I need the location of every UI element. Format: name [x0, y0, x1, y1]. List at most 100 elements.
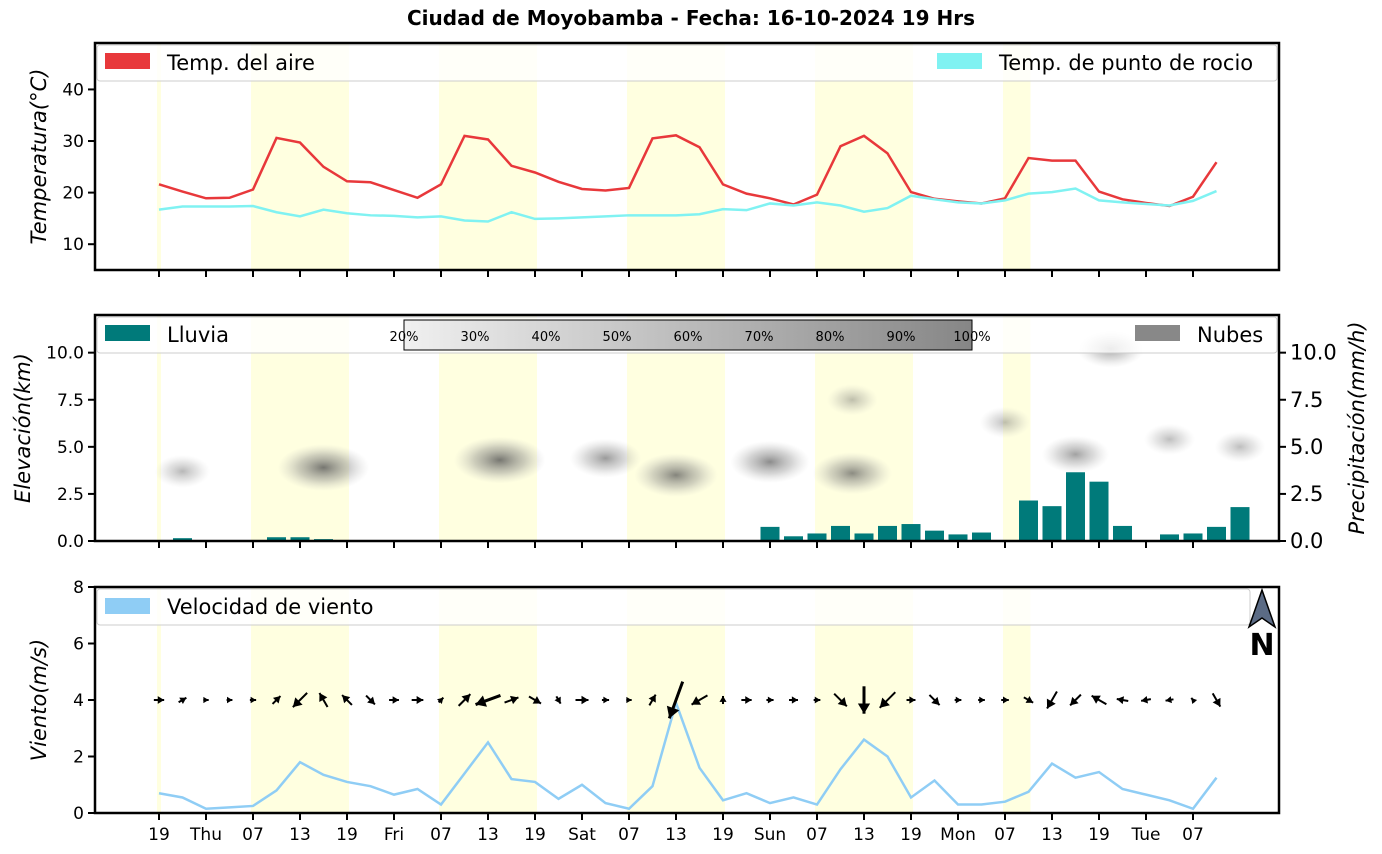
y-tick-label: 6	[73, 635, 84, 655]
colorbar-label: 80%	[816, 330, 845, 345]
cloud-colorbar	[403, 319, 973, 351]
y-tick-label: 30	[62, 132, 84, 152]
rain-bar	[901, 524, 921, 541]
wind-arrow-head	[292, 697, 303, 708]
cloud-patch	[277, 444, 370, 491]
wind-arrow	[766, 696, 774, 704]
x-tick-label: 19	[336, 825, 358, 845]
y-right-axis-label: Precipitación(mm/h)	[1345, 321, 1369, 534]
wind-arrow	[341, 694, 353, 706]
wind-arrow	[1091, 694, 1107, 706]
wind-arrow	[879, 691, 896, 709]
wind-arrow-head	[581, 695, 589, 705]
colorbar-label: 100%	[953, 330, 990, 345]
legend-label: Temp. de punto de rocio	[998, 51, 1253, 75]
wind-arrow	[741, 696, 752, 704]
wind-arrow-head	[157, 696, 165, 704]
cloud-rain-panel: 0.0 2.5 5.0 7.5 10.0 Elevación(km) 0.0 2.5 5.0 7.…	[11, 313, 1369, 553]
wind-arrow-head	[857, 703, 871, 714]
cloud-patch	[826, 384, 878, 416]
north-arrow-icon: N	[1247, 587, 1277, 663]
rain-bar	[1042, 506, 1062, 541]
wind-arrow	[1069, 693, 1082, 707]
wind-arrow	[666, 681, 685, 719]
wind-arrow	[437, 696, 445, 704]
y-tick-label: 10.0	[46, 344, 84, 364]
colorbar-label: 50%	[603, 330, 632, 345]
wind-arrow-head	[416, 695, 424, 705]
wind-arrow-head	[837, 697, 847, 707]
rain-bar	[1019, 500, 1038, 541]
wind-panel: 0 2 4 6 8 Viento(m/s) Velocidad de viento N 19 Th…	[27, 578, 1281, 845]
wind-arrow	[857, 686, 871, 714]
rain-bar	[760, 526, 780, 541]
wind-arrow-head	[509, 695, 519, 705]
rain-bar	[1183, 533, 1203, 541]
rain-bar	[948, 534, 968, 541]
x-tick-label: 13	[665, 825, 687, 845]
rain-bar	[290, 537, 310, 541]
cloud-patch	[1041, 435, 1110, 474]
x-tick-label: Mon	[940, 825, 976, 845]
cloud-patch	[1143, 423, 1196, 455]
series-line-dew-point	[158, 187, 1217, 223]
wind-arrow	[475, 694, 501, 707]
wind-arrow-head	[1165, 696, 1172, 704]
wind-arrow	[789, 696, 798, 704]
wind-arrow-head	[909, 696, 916, 704]
y-right-tick-label: 0.0	[1290, 529, 1323, 553]
rain-bar	[1230, 507, 1250, 541]
wind-arrow	[457, 693, 472, 707]
y-tick-label: 40	[62, 80, 84, 100]
x-tick-label: 19	[524, 825, 546, 845]
wind-arrow-head	[1191, 697, 1198, 705]
wind-arrow	[1116, 696, 1129, 705]
wind-arrow-head	[814, 696, 821, 704]
wind-arrow-head	[1070, 696, 1079, 706]
wind-arrow-head	[179, 697, 187, 704]
wind-arrow	[601, 696, 610, 704]
rain-bar	[854, 533, 874, 541]
x-tick-label: 13	[853, 825, 875, 845]
x-tick-label: 07	[994, 825, 1016, 845]
chart-title: Ciudad de Moyobamba - Fecha: 16-10-2024 …	[407, 6, 975, 30]
rain-bar	[784, 536, 803, 541]
wind-arrow	[226, 696, 233, 704]
wind-arrow	[906, 696, 916, 704]
wind-arrow-head	[745, 696, 752, 704]
x-tick-label: 07	[618, 825, 640, 845]
legend-swatch	[105, 53, 150, 69]
wind-arrow	[249, 696, 257, 704]
colorbar-label: 70%	[745, 330, 774, 345]
wind-arrow-head	[691, 696, 702, 705]
wind-arrow	[648, 694, 657, 706]
rain-bar	[1089, 481, 1109, 541]
y-tick-label: 2.5	[57, 485, 84, 505]
wind-arrow	[389, 696, 399, 704]
wind-arrow-head	[879, 697, 890, 708]
x-tick-label: 13	[477, 825, 499, 845]
rain-bar	[925, 530, 944, 541]
y-axis-label: Viento(m/s)	[27, 639, 51, 761]
wind-arrow-head	[203, 696, 209, 704]
legend-label: Temp. del aire	[166, 51, 315, 75]
legend-swatch	[1135, 325, 1180, 341]
wind-arrow	[411, 695, 424, 705]
y-right-tick-label: 2.5	[1290, 482, 1323, 506]
series-line-wind-speed	[158, 698, 1218, 811]
rain-bar	[1066, 472, 1085, 541]
wind-arrow	[153, 696, 165, 704]
wind-arrow-head	[392, 696, 399, 704]
rain-bar	[831, 525, 850, 541]
wind-arrow-head	[666, 705, 680, 719]
cloud-patch	[812, 452, 892, 495]
wind-arrow-head	[342, 695, 351, 704]
wind-arrow	[691, 694, 708, 706]
wind-arrow-head	[979, 696, 985, 704]
wind-arrow	[554, 695, 562, 705]
y-tick-label: 2	[73, 748, 84, 768]
wind-arrow-head	[719, 695, 727, 702]
wind-arrow-head	[648, 694, 656, 703]
wind-arrow	[1190, 697, 1198, 705]
legend-label: Nubes	[1197, 323, 1263, 347]
